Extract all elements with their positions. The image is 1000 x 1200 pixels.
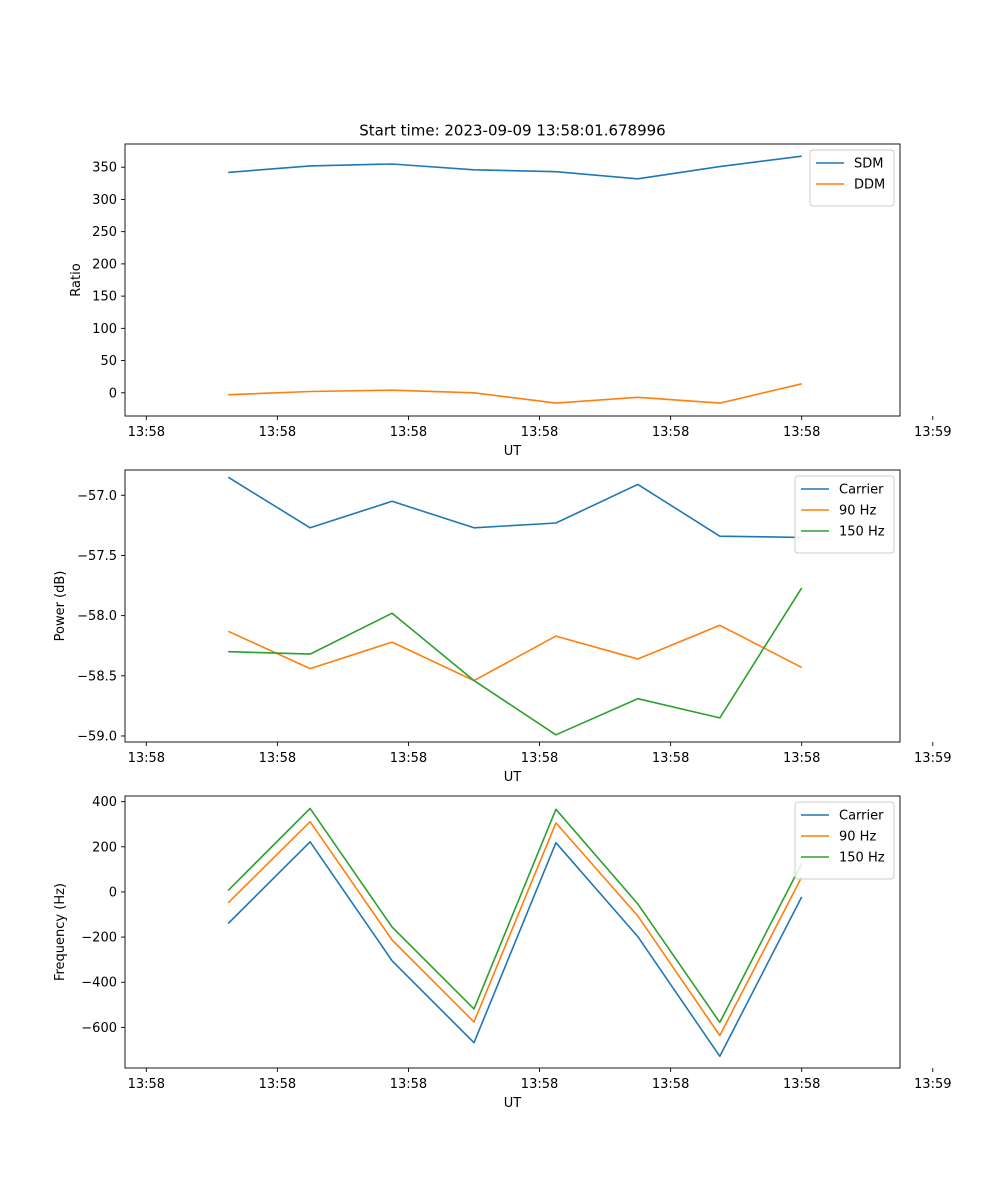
y-tick-label: −58.0 xyxy=(77,609,117,624)
x-tick-label: 13:58 xyxy=(128,425,165,440)
x-axis-label: UT xyxy=(504,444,522,459)
y-tick-label: 300 xyxy=(92,193,117,208)
x-tick-label: 13:58 xyxy=(783,1077,820,1092)
legend: SDM DDM xyxy=(809,149,895,207)
x-tick-label: 13:58 xyxy=(390,1077,427,1092)
y-tick-label: 0 xyxy=(109,386,117,401)
x-tick-label: 13:58 xyxy=(390,425,427,440)
x-tick-label: 13:58 xyxy=(128,1077,165,1092)
y-tick-label: 200 xyxy=(92,840,117,855)
y-tick-label: 350 xyxy=(92,161,117,176)
y-tick-label: 0 xyxy=(109,885,117,900)
plot-frame xyxy=(124,795,901,1069)
series-line-90-hz xyxy=(227,820,803,1037)
x-tick-label: 13:58 xyxy=(652,425,689,440)
legend-label: 150 Hz xyxy=(839,851,885,866)
y-tick-label: 250 xyxy=(92,225,117,240)
x-tick-label: 13:58 xyxy=(259,751,296,766)
x-tick-label: 13:58 xyxy=(783,425,820,440)
panel-1: 13:58 13:58 13:58 13:58 13:58 13:58 13:59 0 50 10… xyxy=(69,143,952,459)
series-line-carrier xyxy=(227,840,803,1058)
y-tick-label: 400 xyxy=(92,795,117,810)
x-tick-label: 13:58 xyxy=(128,751,165,766)
x-axis-label: UT xyxy=(504,1096,522,1111)
y-tick-label: −58.5 xyxy=(77,669,117,684)
x-tick-label: 13:58 xyxy=(652,751,689,766)
series-line-sdm xyxy=(228,155,802,180)
panels: 13:58 13:58 13:58 13:58 13:58 13:58 13:59 0 50 10… xyxy=(53,143,952,1111)
y-tick-label: 100 xyxy=(92,322,117,337)
series-line-150-hz xyxy=(227,807,803,1024)
y-axis-label: Ratio xyxy=(69,263,84,296)
x-tick-label: 13:58 xyxy=(259,1077,296,1092)
y-tick-label: −400 xyxy=(81,976,117,991)
panel-2: 13:58 13:58 13:58 13:58 13:58 13:58 13:59 −57.0… xyxy=(53,469,952,785)
y-tick-label: −200 xyxy=(81,931,117,946)
x-tick-label: 13:58 xyxy=(259,425,296,440)
y-tick-label: −57.0 xyxy=(77,489,117,504)
y-tick-label: 200 xyxy=(92,257,117,272)
x-tick-label: 13:59 xyxy=(914,425,951,440)
legend-label: DDM xyxy=(854,178,885,193)
panel-3: 13:58 13:58 13:58 13:58 13:58 13:58 13:59 400 20… xyxy=(53,795,952,1111)
legend-label: Carrier xyxy=(839,483,884,498)
legend-label: Carrier xyxy=(839,809,884,824)
legend: Carrier 90 Hz 150 Hz xyxy=(794,801,895,880)
x-tick-label: 13:59 xyxy=(914,1077,951,1092)
x-tick-label: 13:58 xyxy=(521,1077,558,1092)
y-tick-label: −57.5 xyxy=(77,549,117,564)
y-tick-label: −600 xyxy=(81,1021,117,1036)
legend-label: 150 Hz xyxy=(839,525,885,540)
series-line-ddm xyxy=(228,383,802,404)
x-tick-label: 13:58 xyxy=(521,425,558,440)
plot-frame xyxy=(124,143,901,417)
y-tick-label: 50 xyxy=(100,354,117,369)
legend-box xyxy=(794,801,895,880)
legend-label: 90 Hz xyxy=(839,830,876,845)
y-axis-label: Frequency (Hz) xyxy=(53,883,68,981)
x-tick-label: 13:58 xyxy=(652,1077,689,1092)
y-axis-label: Power (dB) xyxy=(53,571,68,642)
legend-box xyxy=(809,149,895,207)
x-tick-label: 13:58 xyxy=(521,751,558,766)
series-line-90-hz xyxy=(227,624,803,682)
figure-title: Start time: 2023-09-09 13:58:01.678996 xyxy=(359,122,665,140)
legend-box xyxy=(794,475,895,554)
y-tick-label: −59.0 xyxy=(77,729,117,744)
x-tick-label: 13:59 xyxy=(914,751,951,766)
series-line-carrier xyxy=(227,476,802,539)
x-tick-label: 13:58 xyxy=(390,751,427,766)
legend-label: SDM xyxy=(854,157,883,172)
legend-label: 90 Hz xyxy=(839,504,876,519)
plot-frame xyxy=(124,469,901,743)
legend: Carrier 90 Hz 150 Hz xyxy=(794,475,895,554)
x-axis-label: UT xyxy=(504,770,522,785)
y-tick-label: 150 xyxy=(92,290,117,305)
x-tick-label: 13:58 xyxy=(783,751,820,766)
series-line-150-hz xyxy=(228,587,803,736)
